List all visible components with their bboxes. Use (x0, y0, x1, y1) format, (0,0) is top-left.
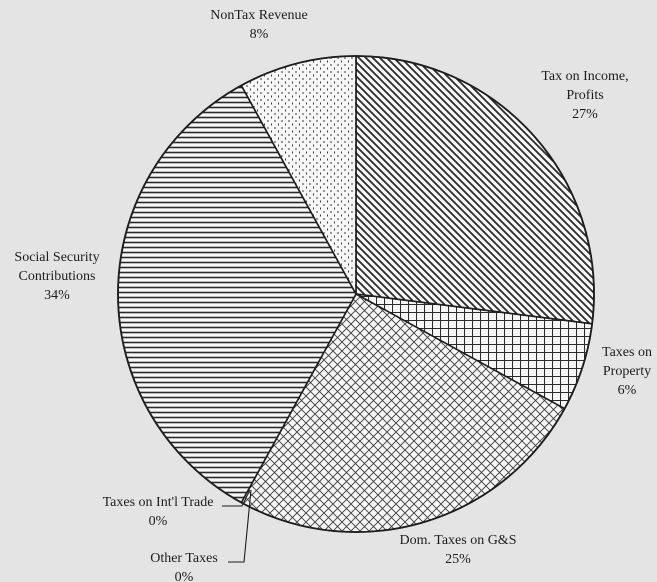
slice-name-other-taxes: Other Taxes (150, 551, 218, 566)
slice-label-tax-on-income-profits: Tax on Income, Profits 27% (541, 69, 628, 122)
slice-name-tax-on-income-profits: Tax on Income, (541, 69, 628, 84)
slice-name-social-security-contributions: Contributions (18, 269, 95, 284)
slice-name-nontax-revenue: NonTax Revenue (210, 8, 307, 23)
slice-name-tax-on-income-profits: Profits (566, 88, 603, 103)
slice-label-social-security-contributions: Social Security Contributions 34% (14, 250, 99, 303)
pie-slice-tax-on-income-profits (355, 55, 595, 325)
leader-line-other-taxes (228, 489, 252, 563)
slice-label-taxes-on-property: Taxes on Property 6% (602, 345, 652, 398)
slice-name-taxes-on-property: Taxes on (602, 345, 652, 360)
slice-label-dom-taxes-on-g-s: Dom. Taxes on G&S 25% (400, 533, 517, 567)
leader-line-taxes-on-int-l-trade (222, 489, 251, 507)
slice-name-taxes-on-int-l-trade: Taxes on Int'l Trade (103, 495, 214, 510)
slice-pct-social-security-contributions: 34% (44, 288, 70, 303)
slice-pct-taxes-on-int-l-trade: 0% (149, 514, 168, 529)
slice-pct-dom-taxes-on-g-s: 25% (445, 552, 471, 567)
pie-labels: Tax on Income, Profits 27% Taxes on Property… (14, 8, 652, 582)
slice-pct-taxes-on-property: 6% (618, 383, 637, 398)
slice-pct-tax-on-income-profits: 27% (572, 107, 598, 122)
pie-slices (117, 55, 595, 533)
slice-label-taxes-on-int-l-trade: Taxes on Int'l Trade 0% (103, 495, 214, 529)
slice-label-other-taxes: Other Taxes 0% (150, 551, 218, 582)
slice-name-social-security-contributions: Social Security (14, 250, 99, 265)
slice-name-taxes-on-property: Property (603, 364, 651, 379)
slice-label-nontax-revenue: NonTax Revenue 8% (210, 8, 307, 42)
slice-pct-other-taxes: 0% (175, 570, 194, 582)
slice-name-dom-taxes-on-g-s: Dom. Taxes on G&S (400, 533, 517, 548)
pie-outline (117, 55, 595, 533)
slice-pct-nontax-revenue: 8% (250, 27, 269, 42)
